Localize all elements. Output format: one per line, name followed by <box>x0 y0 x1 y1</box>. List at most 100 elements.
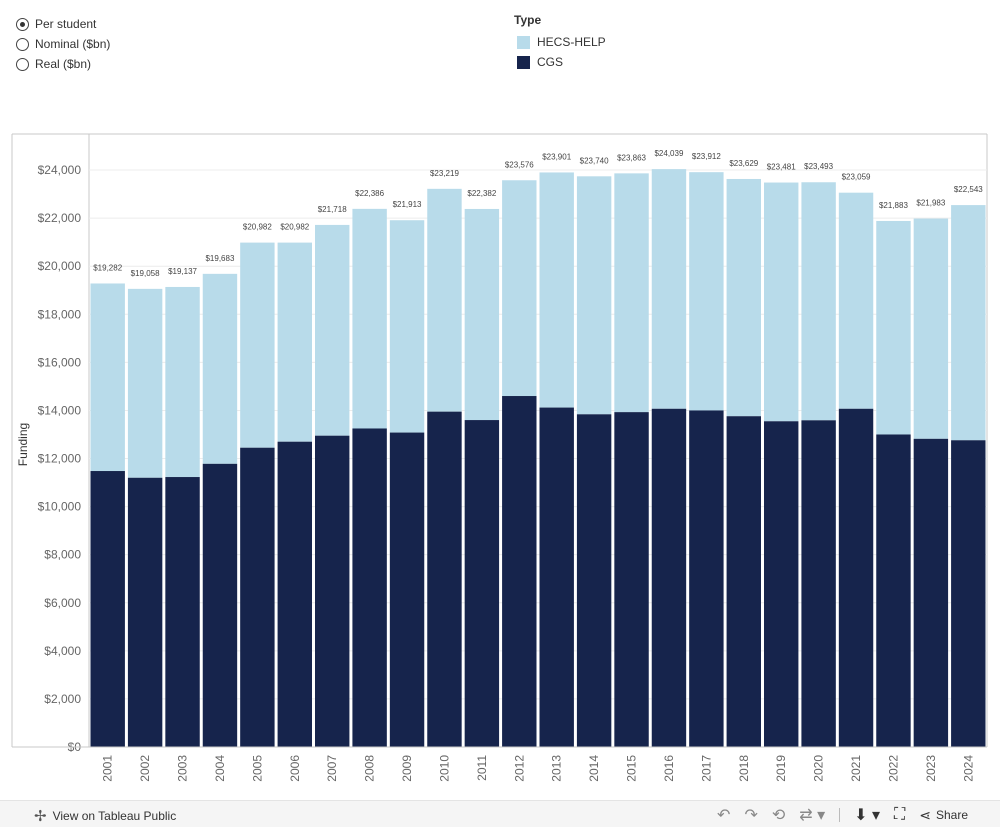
bar-total-label: $23,493 <box>804 162 833 171</box>
x-tick-label: 2002 <box>138 755 152 782</box>
bar-hecs-help <box>464 208 500 421</box>
bar-cgs <box>801 420 836 747</box>
radio-label: Real ($bn) <box>35 57 92 71</box>
bar-cgs <box>240 447 275 747</box>
bar-cgs <box>464 420 500 747</box>
undo-icon[interactable]: ↶ <box>717 807 731 824</box>
bar-total-label: $19,683 <box>205 254 234 263</box>
bar-hecs-help <box>315 224 350 436</box>
radio-selected-icon[interactable] <box>16 17 29 31</box>
revert-icon[interactable]: ⟲ <box>771 807 786 824</box>
bar-total-label: $23,629 <box>729 159 758 168</box>
bar-hecs-help <box>277 242 312 442</box>
measure-radio-group: Per student Nominal ($bn) Real ($bn) <box>16 14 110 74</box>
y-tick-label: $2,000 <box>44 692 81 706</box>
bar-total-label: $19,282 <box>93 263 122 272</box>
redo-icon[interactable]: ↷ <box>744 807 758 824</box>
y-tick-label: $16,000 <box>38 355 82 369</box>
bar-hecs-help <box>689 172 724 411</box>
y-axis-title: Funding <box>16 423 30 466</box>
share-label: Share <box>935 808 968 822</box>
x-tick-label: 2003 <box>176 755 190 782</box>
bar-cgs <box>277 441 312 747</box>
x-tick-label: 2016 <box>662 755 676 782</box>
bar-total-label: $23,901 <box>542 152 571 161</box>
legend-swatch-hecs-help <box>517 35 530 49</box>
bar-total-label: $20,982 <box>280 223 309 232</box>
bar-cgs <box>726 416 761 747</box>
bar-total-label: $23,863 <box>617 153 646 162</box>
fullscreen-icon[interactable]: ⛶ <box>894 806 906 823</box>
x-tick-label: 2009 <box>400 755 414 782</box>
x-tick-label: 2008 <box>363 755 377 782</box>
view-on-tableau-label: View on Tableau Public <box>52 809 177 823</box>
x-tick-label: 2011 <box>475 755 489 781</box>
x-tick-label: 2021 <box>849 755 863 782</box>
bar-hecs-help <box>202 273 238 464</box>
download-icon[interactable]: ⬇ ▾ <box>854 807 881 824</box>
bar-cgs <box>951 440 986 747</box>
share-button[interactable]: ⋖ Share <box>919 807 968 824</box>
legend-title: Type <box>514 13 542 27</box>
bar-total-label: $22,382 <box>467 189 496 198</box>
legend-label: CGS <box>537 55 564 69</box>
bar-cgs <box>576 414 612 747</box>
bar-hecs-help <box>576 176 612 415</box>
chart-legend: Type HECS-HELP CGS <box>514 13 606 72</box>
radio-nominal[interactable]: Nominal ($bn) <box>16 34 110 54</box>
bar-hecs-help <box>539 172 574 408</box>
bar-cgs <box>352 428 387 747</box>
radio-unselected-icon[interactable] <box>16 57 29 71</box>
bar-cgs <box>165 477 200 747</box>
x-tick-label: 2018 <box>737 755 751 782</box>
bar-hecs-help <box>764 182 799 422</box>
x-tick-label: 2020 <box>812 755 826 782</box>
bar-cgs <box>764 421 799 747</box>
bar-hecs-help <box>614 173 649 413</box>
bar-cgs <box>913 438 949 747</box>
bar-total-label: $21,983 <box>916 199 945 208</box>
bar-total-label: $22,543 <box>954 185 983 194</box>
bar-total-label: $20,982 <box>243 223 272 232</box>
bar-cgs <box>127 477 163 747</box>
bar-hecs-help <box>427 188 462 412</box>
refresh-icon[interactable]: ⇄ ▾ <box>799 807 826 824</box>
y-tick-label: $22,000 <box>38 211 82 225</box>
x-tick-label: 2013 <box>550 755 564 782</box>
x-tick-label: 2015 <box>625 755 639 782</box>
bar-hecs-help <box>801 182 836 421</box>
bar-hecs-help <box>838 192 874 409</box>
bar-hecs-help <box>651 169 687 409</box>
bar-hecs-help <box>726 178 761 417</box>
x-tick-label: 2004 <box>213 755 227 782</box>
x-tick-label: 2007 <box>325 755 339 782</box>
legend-swatch-cgs <box>517 55 530 69</box>
bar-hecs-help <box>352 208 387 429</box>
stacked-bar-chart: $0$2,000$4,000$6,000$8,000$10,000$12,000… <box>11 133 988 782</box>
bar-cgs <box>876 434 911 747</box>
radio-real[interactable]: Real ($bn) <box>16 54 110 74</box>
toolbar-divider <box>839 808 841 822</box>
legend-item-hecs-help[interactable]: HECS-HELP <box>514 32 606 52</box>
radio-per-student[interactable]: Per student <box>16 14 110 34</box>
tableau-logo-icon: ✢ <box>34 808 47 825</box>
bar-cgs <box>90 471 125 747</box>
bar-cgs <box>689 410 724 747</box>
view-on-tableau-link[interactable]: ✢ View on Tableau Public <box>34 807 176 825</box>
y-tick-label: $20,000 <box>38 259 82 273</box>
bar-total-label: $21,913 <box>393 200 422 209</box>
tableau-toolbar: ✢ View on Tableau Public ↶ ↷ ⟲ ⇄ ▾ ⬇ ▾ ⛶… <box>0 800 1000 827</box>
bar-cgs <box>539 407 574 747</box>
bar-hecs-help <box>951 205 986 441</box>
radio-unselected-icon[interactable] <box>16 37 29 51</box>
x-tick-label: 2019 <box>774 755 788 782</box>
y-tick-label: $12,000 <box>38 452 82 466</box>
legend-label: HECS-HELP <box>537 35 606 49</box>
bar-total-label: $24,039 <box>654 149 683 158</box>
bar-total-label: $23,481 <box>767 163 796 172</box>
bar-hecs-help <box>913 218 949 439</box>
share-icon: ⋖ <box>919 806 931 823</box>
bar-total-label: $23,219 <box>430 169 459 178</box>
radio-label: Per student <box>35 17 97 31</box>
legend-item-cgs[interactable]: CGS <box>514 52 606 72</box>
